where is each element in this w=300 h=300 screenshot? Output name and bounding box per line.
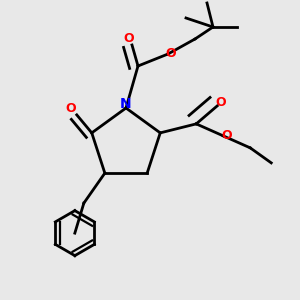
Text: O: O [124, 32, 134, 46]
Text: O: O [221, 129, 232, 142]
Text: O: O [166, 47, 176, 61]
Text: N: N [120, 97, 132, 110]
Text: O: O [65, 102, 76, 116]
Text: O: O [215, 96, 226, 110]
